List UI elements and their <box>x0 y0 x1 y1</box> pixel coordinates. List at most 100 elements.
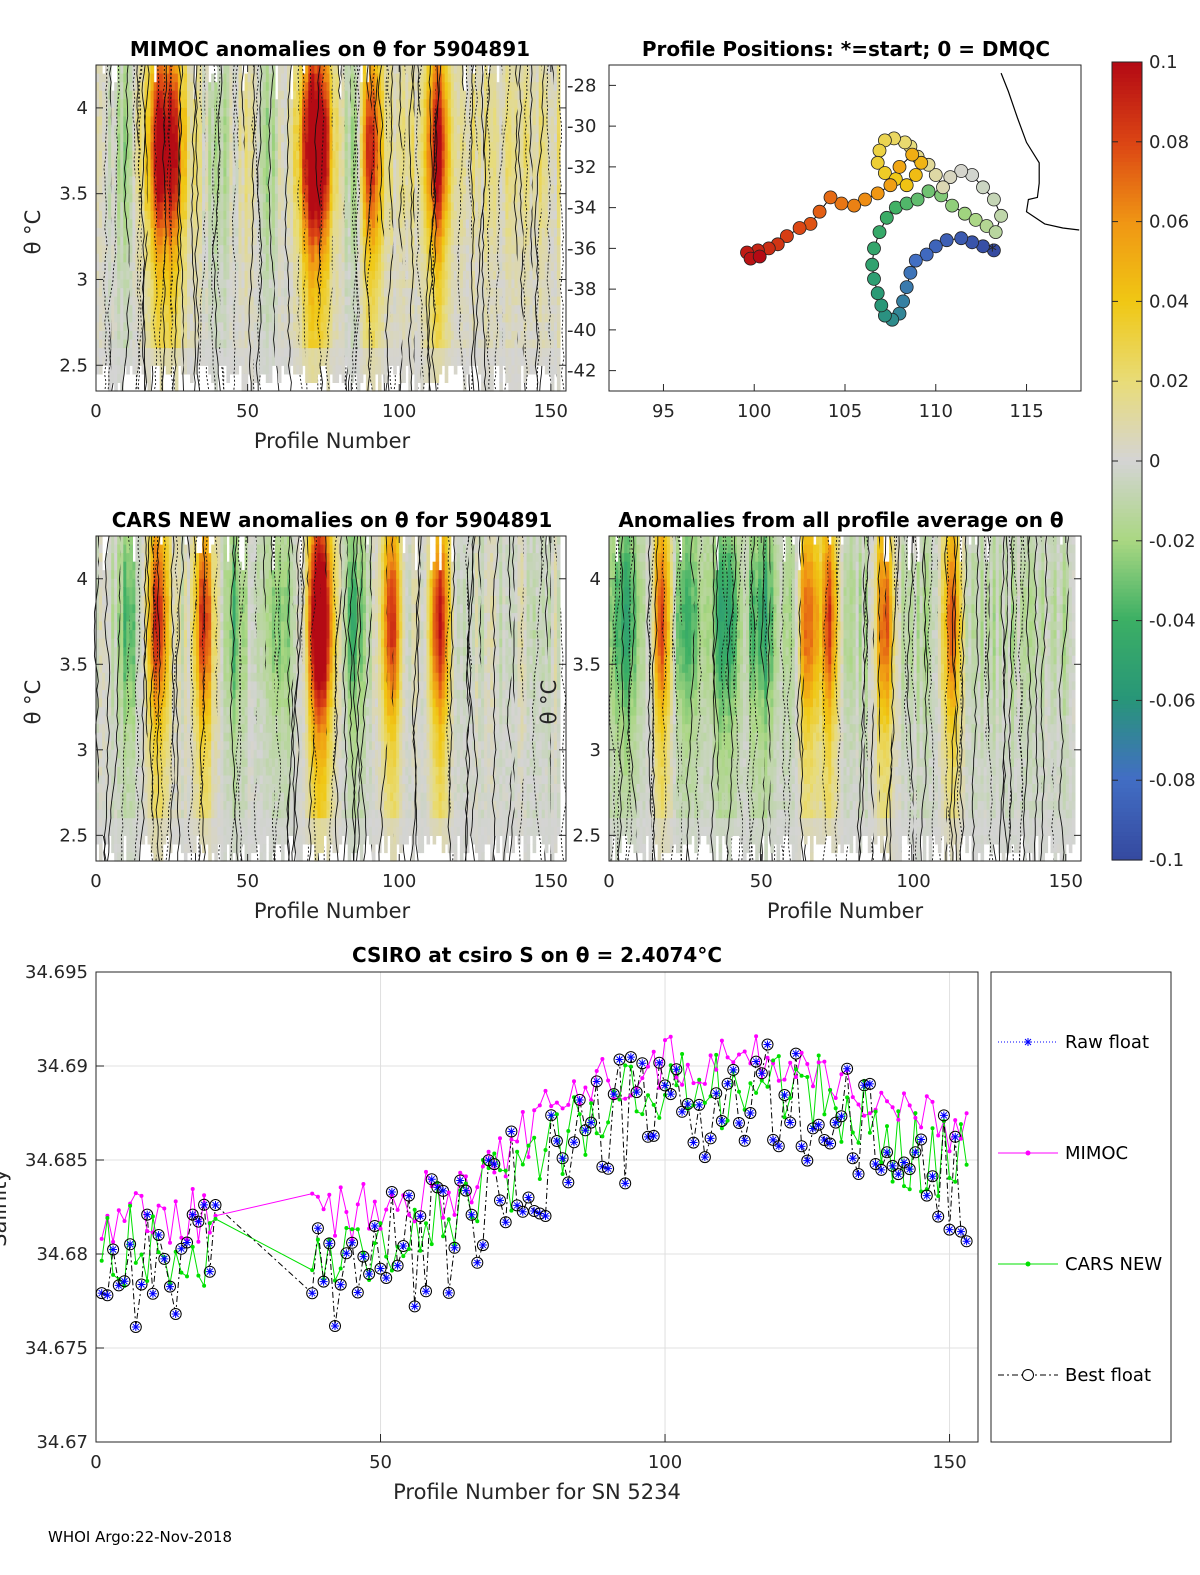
heatmap-cell <box>381 296 385 306</box>
heatmap-cell <box>399 313 403 323</box>
heatmap-cell <box>117 133 121 143</box>
heatmap-cell <box>159 382 164 392</box>
heatmap-cell <box>429 133 434 143</box>
heatmap-cell <box>447 253 452 263</box>
heatmap-cell <box>305 90 309 100</box>
heatmap-cell <box>447 125 452 135</box>
heatmap-cell <box>353 313 358 323</box>
heatmap-cell <box>156 185 161 195</box>
heatmap-cell <box>199 73 203 83</box>
heatmap-cell <box>99 185 103 195</box>
heatmap-cell <box>208 107 212 118</box>
heatmap-cell <box>208 356 212 366</box>
heatmap-cell <box>123 73 127 83</box>
heatmap-cell <box>223 228 227 238</box>
heatmap-cell <box>120 185 124 195</box>
heatmap-cell <box>438 279 443 289</box>
heatmap-cell <box>447 356 452 366</box>
heatmap-cell <box>323 219 327 229</box>
heatmap-cell <box>362 305 367 315</box>
heatmap-cell <box>96 219 100 229</box>
heatmap-cell <box>335 228 340 238</box>
heatmap-cell <box>199 270 203 281</box>
heatmap-cell <box>238 65 243 75</box>
heatmap-cell <box>171 219 176 229</box>
heatmap-cell <box>438 125 443 135</box>
heatmap-cell <box>417 142 421 152</box>
heatmap-cell <box>323 313 327 323</box>
heatmap-cell <box>199 330 203 341</box>
heatmap-cell <box>111 296 115 306</box>
heatmap-cell <box>193 133 197 143</box>
heatmap-cell <box>202 356 206 366</box>
heatmap-cell <box>138 236 143 246</box>
heatmap-cell <box>153 253 158 263</box>
heatmap-cell <box>105 322 109 332</box>
heatmap-cell <box>371 373 376 383</box>
heatmap-cell <box>323 107 327 118</box>
heatmap-cell <box>323 228 327 238</box>
heatmap-cell <box>417 322 421 332</box>
heatmap-cell <box>438 339 443 349</box>
heatmap-cell <box>102 176 106 186</box>
heatmap-cell <box>135 133 139 143</box>
heatmap-cell <box>99 253 103 263</box>
heatmap-cell <box>314 288 318 298</box>
heatmap-cell <box>190 176 194 186</box>
heatmap-cell <box>196 167 200 178</box>
heatmap-cell <box>202 90 206 100</box>
heatmap-cell <box>259 193 264 203</box>
heatmap-cell <box>147 382 152 392</box>
heatmap-cell <box>268 322 273 332</box>
heatmap-cell <box>190 305 194 315</box>
heatmap-cell <box>99 90 103 100</box>
heatmap-cell <box>117 193 121 203</box>
heatmap-cell <box>493 210 497 220</box>
heatmap-cell <box>123 228 127 238</box>
heatmap-cell <box>102 185 106 195</box>
heatmap-cell <box>429 296 434 306</box>
heatmap-cell <box>135 313 139 323</box>
heatmap-cell <box>305 82 309 92</box>
heatmap-cell <box>135 253 139 263</box>
heatmap-cell <box>371 365 376 375</box>
heatmap-cell <box>381 356 385 366</box>
heatmap-cell <box>408 73 412 83</box>
heatmap-cell <box>305 228 309 238</box>
heatmap-cell <box>223 210 227 220</box>
heatmap-cell <box>111 219 115 229</box>
heatmap-cell <box>211 82 215 92</box>
heatmap-cell <box>168 210 173 220</box>
heatmap-cell <box>108 330 112 341</box>
heatmap-cell <box>202 288 206 298</box>
heatmap-cell <box>484 322 488 332</box>
heatmap-cell <box>241 373 246 383</box>
heatmap-cell <box>335 373 340 383</box>
heatmap-cell <box>187 228 191 238</box>
heatmap-cell <box>305 185 309 195</box>
heatmap-cell <box>129 202 133 212</box>
heatmap-cell <box>202 133 206 143</box>
heatmap-cell <box>165 125 170 135</box>
heatmap-cell <box>381 330 385 341</box>
heatmap-cell <box>211 313 215 323</box>
heatmap-cell <box>156 210 161 220</box>
heatmap-cell <box>120 133 124 143</box>
heatmap-cell <box>493 245 497 255</box>
heatmap-cell <box>447 82 452 92</box>
heatmap-cell <box>429 125 434 135</box>
heatmap-cell <box>344 288 349 298</box>
heatmap-cell <box>108 270 112 281</box>
heatmap-cell <box>105 245 109 255</box>
heatmap-cell <box>117 90 121 100</box>
heatmap-cell <box>250 365 255 375</box>
heatmap-cell <box>102 193 106 203</box>
heatmap-cell <box>187 82 191 92</box>
heatmap-cell <box>208 236 212 246</box>
heatmap-cell <box>223 99 227 109</box>
heatmap-cell <box>159 270 164 281</box>
heatmap-cell <box>214 185 218 195</box>
heatmap-cell <box>105 348 109 358</box>
heatmap-cell <box>159 125 164 135</box>
heatmap-cell <box>99 365 103 375</box>
